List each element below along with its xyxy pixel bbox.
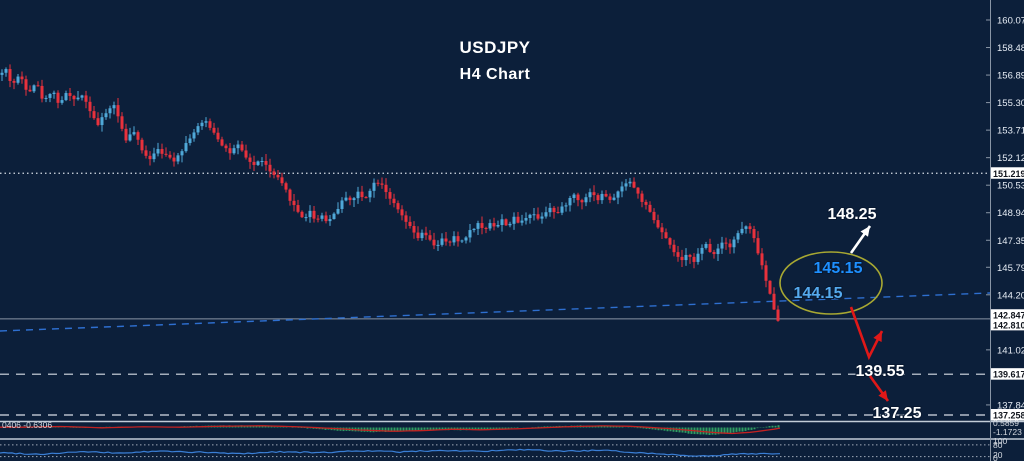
ascending-trendline[interactable]: [0, 292, 991, 332]
stoch-scale-label: 20: [993, 450, 1003, 460]
price-box-142.847: [991, 309, 1024, 321]
stochastic-line: [0, 448, 781, 457]
macd-signal-line: [0, 425, 781, 435]
stoch-scale-label: 80: [993, 440, 1003, 450]
stoch-scale-label: 0: [993, 453, 998, 461]
annotation-price-139-55[interactable]: 139.55: [855, 362, 906, 381]
y-axis-label: 158.480: [997, 43, 1024, 54]
highlight-ellipse[interactable]: [779, 251, 883, 315]
price-box-label: 137.258: [993, 411, 1024, 421]
annotation-price-137-25[interactable]: 137.25: [872, 404, 923, 423]
price-box-label: 151.219: [993, 169, 1024, 179]
y-axis-label: 155.300: [997, 98, 1024, 109]
price-box-label: 142.810: [993, 320, 1024, 330]
stoch-scale-label: 100: [993, 436, 1007, 446]
arrow-head: [860, 226, 870, 237]
price-box-139.617: [991, 368, 1024, 380]
annotation-price-148-25[interactable]: 148.25: [827, 205, 878, 224]
y-axis-label: 160.070: [997, 16, 1024, 27]
y-axis-label: 141.020: [997, 345, 1024, 356]
price-box-137.258: [991, 409, 1024, 421]
chart-title-timeframe: H4 Chart: [459, 66, 531, 83]
y-axis-label: 150.530: [997, 181, 1024, 192]
trendline-dashed-blue[interactable]: [0, 292, 991, 332]
y-axis-label: 145.790: [997, 263, 1024, 274]
y-axis-label: 153.710: [997, 126, 1024, 137]
y-axis-label: 137.840: [997, 400, 1024, 411]
price-box-142.810: [991, 318, 1024, 331]
price-box-151.219: [991, 167, 1024, 179]
price-box-label: 139.617: [993, 370, 1024, 380]
annotation-price-144-15[interactable]: 144.15: [793, 284, 844, 303]
y-axis-label: 144.200: [997, 290, 1024, 301]
y-axis-label: 148.940: [997, 208, 1024, 219]
arrow-head: [878, 390, 888, 401]
y-axis-label: 147.350: [997, 236, 1024, 247]
horizontal-level-lines[interactable]: [0, 172, 990, 416]
chart-title-symbol: USDJPY: [459, 38, 531, 57]
candlestick-series: [0, 64, 780, 322]
macd-scale-label: 0.5859: [993, 418, 1019, 428]
y-axis-label: 156.890: [997, 71, 1024, 82]
price-box-label: 142.847: [993, 311, 1024, 321]
analyst-annotations[interactable]: 148.25 145.15 144.15 139.55 137.25: [779, 205, 923, 423]
y-axis-label: 152.120: [997, 153, 1024, 164]
macd-scale-label: -1.1723: [993, 427, 1022, 437]
arrow-head: [873, 331, 882, 342]
annotation-price-145-15[interactable]: 145.15: [813, 259, 864, 278]
macd-current-values-text: 0406 -0.6306: [2, 420, 52, 430]
arrow-shaft[interactable]: [849, 306, 884, 361]
